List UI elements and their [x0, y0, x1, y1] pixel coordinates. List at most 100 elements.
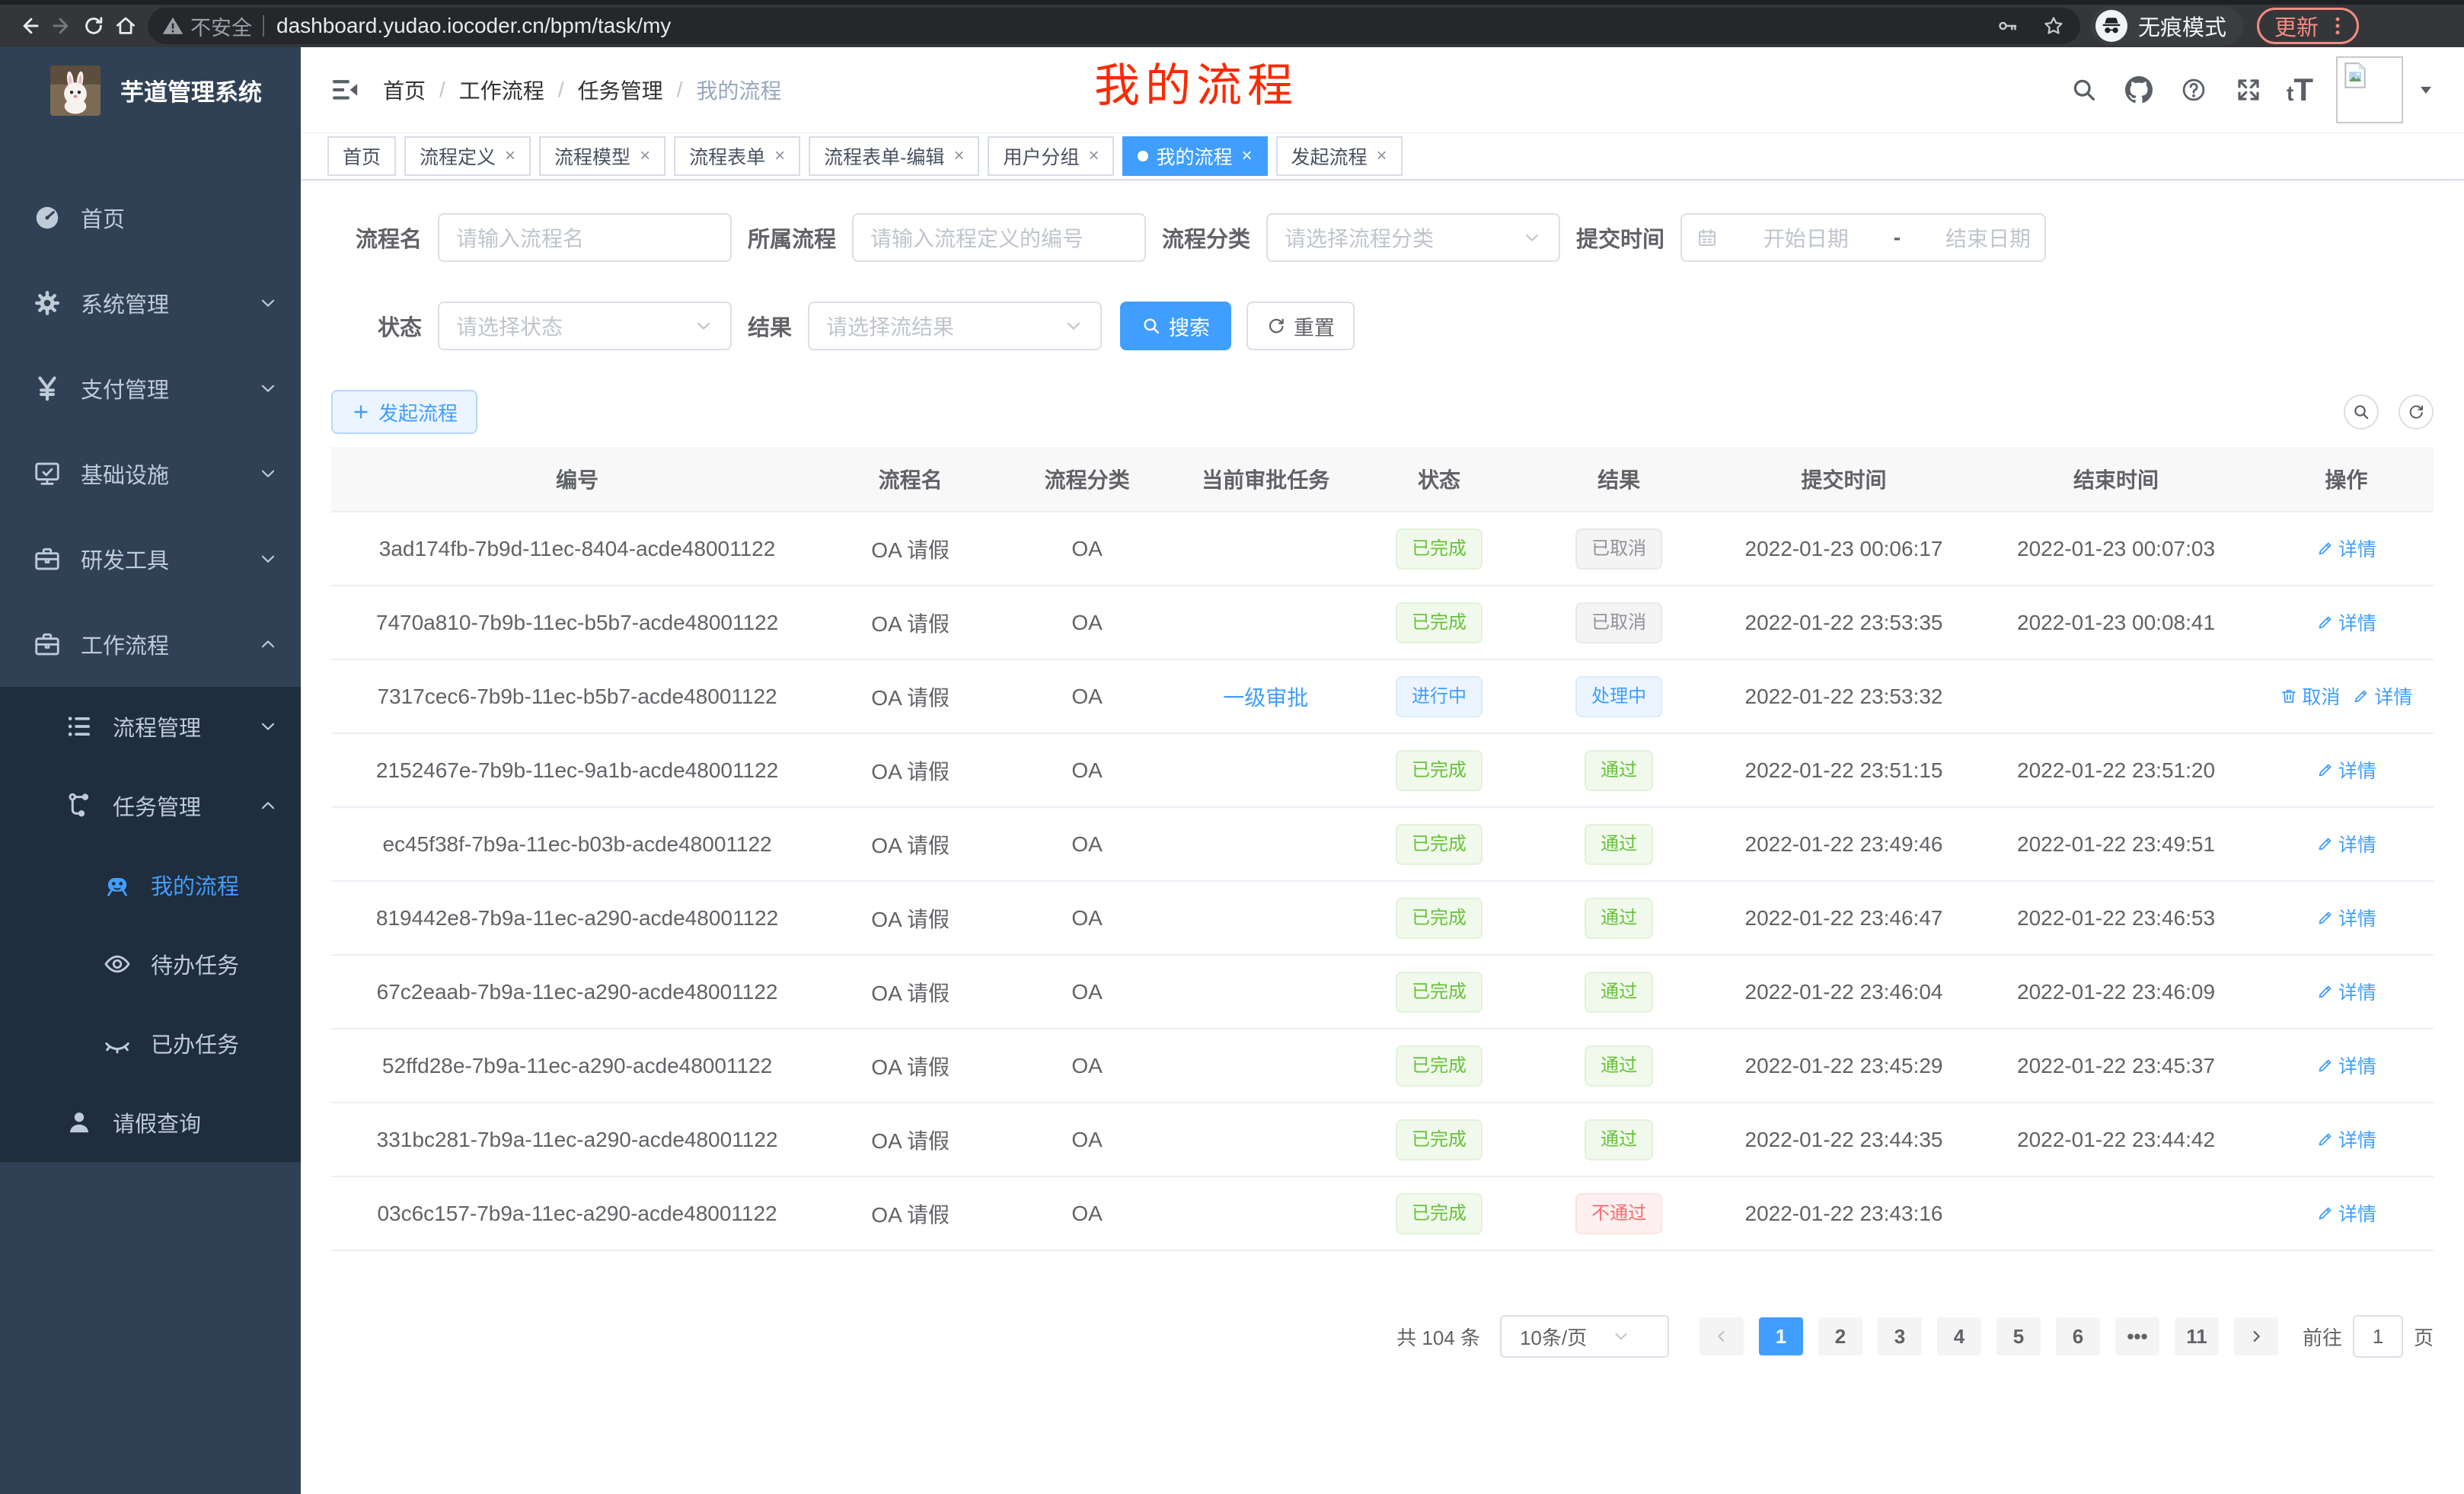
filter-input[interactable]: 请输入流程定义的编号 — [852, 213, 1147, 262]
sidebar-item-7[interactable]: 任务管理 — [0, 766, 301, 845]
sidebar-item-11[interactable]: 请假查询 — [0, 1083, 301, 1162]
bookmark-star-icon[interactable] — [2041, 13, 2067, 39]
close-icon[interactable]: × — [1088, 145, 1100, 166]
more-pages-button[interactable]: ••• — [2115, 1317, 2159, 1355]
cancel-link[interactable]: 取消 — [2280, 682, 2340, 710]
sidebar-collapse-icon[interactable] — [328, 73, 362, 107]
page-button-3[interactable]: 3 — [1877, 1317, 1922, 1355]
sidebar-item-3[interactable]: 基础设施 — [0, 431, 301, 516]
password-key-icon[interactable] — [1995, 13, 2021, 39]
close-icon[interactable]: × — [640, 145, 651, 166]
next-page-button[interactable] — [2233, 1317, 2278, 1355]
tab-3[interactable]: 流程表单 × — [674, 136, 801, 176]
detail-link[interactable]: 详情 — [2316, 904, 2376, 931]
help-icon[interactable] — [2178, 75, 2209, 105]
page-size-select[interactable]: 10条/页 — [1499, 1315, 1669, 1358]
detail-link[interactable]: 详情 — [2316, 535, 2376, 562]
close-icon[interactable]: × — [953, 145, 965, 166]
sidebar-item-1[interactable]: 系统管理 — [0, 260, 301, 346]
tab-1[interactable]: 流程定义 × — [404, 136, 531, 176]
detail-link[interactable]: 详情 — [2316, 830, 2376, 857]
update-button[interactable]: 更新 — [2256, 8, 2359, 44]
breadcrumb-item[interactable]: 任务管理 — [577, 79, 663, 103]
tab-6[interactable]: 我的流程 × — [1122, 136, 1268, 176]
browser-home-icon[interactable] — [110, 10, 142, 42]
tab-0[interactable]: 首页 — [327, 136, 397, 176]
toggle-search-button[interactable] — [2344, 394, 2379, 429]
page-button-1[interactable]: 1 — [1758, 1317, 1803, 1355]
close-icon[interactable]: × — [1241, 145, 1253, 166]
detail-link[interactable]: 详情 — [2316, 1052, 2376, 1079]
browser-menu-icon[interactable] — [2326, 14, 2349, 37]
action-label: 详情 — [2374, 687, 2413, 708]
sidebar-item-8[interactable]: 我的流程 — [0, 845, 301, 924]
browser-forward-icon[interactable] — [46, 10, 78, 42]
close-icon[interactable]: × — [1376, 145, 1387, 166]
result-badge: 处理中 — [1575, 675, 1663, 717]
url-text[interactable]: dashboard.yudao.iocoder.cn/bpm/task/my — [276, 14, 672, 37]
page-button-4[interactable]: 4 — [1936, 1317, 1981, 1355]
sidebar-item-2[interactable]: 支付管理 — [0, 346, 301, 431]
filter-input[interactable]: 请输入流程名 — [438, 213, 732, 262]
filter-select[interactable]: 请选择状态 — [438, 302, 732, 350]
detail-link[interactable]: 详情 — [2316, 756, 2376, 784]
browser-back-icon[interactable] — [14, 10, 46, 42]
fullscreen-icon[interactable] — [2233, 75, 2264, 105]
address-bar[interactable]: 不安全 dashboard.yudao.iocoder.cn/bpm/task/… — [148, 8, 2080, 44]
page-button-11[interactable]: 11 — [2174, 1317, 2219, 1355]
reset-button[interactable]: 重置 — [1246, 302, 1355, 350]
sidebar-item-0[interactable]: 首页 — [0, 175, 301, 260]
detail-link[interactable]: 详情 — [2352, 682, 2412, 710]
sidebar-item-5[interactable]: 工作流程 — [0, 602, 301, 687]
action-label: 详情 — [2338, 613, 2376, 634]
row-actions: 详情 — [2258, 955, 2434, 1030]
search-button[interactable]: 搜索 — [1120, 302, 1232, 350]
breadcrumb-item[interactable]: 工作流程 — [458, 79, 544, 103]
status-badge: 已完成 — [1396, 1045, 1483, 1087]
goto-label: 前往 — [2302, 1326, 2342, 1349]
page-button-6[interactable]: 6 — [2055, 1317, 2100, 1355]
tab-2[interactable]: 流程模型 × — [539, 136, 666, 176]
create-process-button[interactable]: 发起流程 — [331, 390, 478, 434]
close-icon[interactable]: × — [505, 145, 516, 166]
yen-icon — [30, 374, 64, 403]
submit-time: 2022-01-22 23:44:35 — [1714, 1103, 1974, 1177]
tab-7[interactable]: 发起流程 × — [1275, 136, 1403, 176]
status-cell: 已完成 — [1355, 512, 1524, 586]
close-icon[interactable]: × — [774, 145, 786, 166]
sidebar-item-10[interactable]: 已办任务 — [0, 1004, 301, 1083]
tab-5[interactable]: 用户分组 × — [988, 136, 1115, 176]
user-avatar[interactable] — [2336, 56, 2403, 123]
current-task-link[interactable]: 一级审批 — [1223, 685, 1309, 710]
submit-time: 2022-01-22 23:43:16 — [1714, 1176, 1974, 1251]
detail-link[interactable]: 详情 — [2316, 978, 2376, 1005]
page-button-2[interactable]: 2 — [1818, 1317, 1862, 1355]
detail-link[interactable]: 详情 — [2316, 1125, 2376, 1153]
browser-reload-icon[interactable] — [78, 10, 110, 42]
detail-link[interactable]: 详情 — [2316, 1199, 2376, 1227]
chevron-up-icon — [258, 796, 278, 816]
page-size-value: 10条/页 — [1519, 1326, 1588, 1349]
sidebar-item-9[interactable]: 待办任务 — [0, 924, 301, 1004]
page-button-5[interactable]: 5 — [1996, 1317, 2041, 1355]
process-id: 2152467e-7b9b-11ec-9a1b-acde48001122 — [331, 733, 824, 808]
process-id: 331bc281-7b9a-11ec-a290-acde48001122 — [331, 1103, 824, 1177]
header-search-icon[interactable] — [2069, 75, 2099, 105]
github-icon[interactable] — [2124, 75, 2154, 105]
avatar-dropdown-icon[interactable] — [2415, 79, 2437, 101]
sidebar-item-4[interactable]: 研发工具 — [0, 516, 301, 602]
submit-time-range[interactable]: 开始日期 - 结束日期 — [1680, 213, 2047, 262]
app-logo[interactable]: 芋道管理系统 — [0, 47, 301, 133]
sidebar-item-6[interactable]: 流程管理 — [0, 687, 301, 766]
goto-page-input[interactable] — [2352, 1315, 2403, 1358]
prev-page-button[interactable] — [1699, 1317, 1744, 1355]
current-task — [1176, 1029, 1355, 1103]
detail-link[interactable]: 详情 — [2316, 608, 2376, 636]
chevron-down-icon — [1588, 1327, 1655, 1346]
filter-select[interactable]: 请选择流结果 — [808, 302, 1103, 350]
tab-4[interactable]: 流程表单-编辑 × — [809, 136, 980, 176]
filter-select[interactable]: 请选择流程分类 — [1266, 213, 1561, 262]
refresh-table-button[interactable] — [2399, 394, 2434, 429]
breadcrumb-item[interactable]: 首页 — [383, 79, 426, 103]
